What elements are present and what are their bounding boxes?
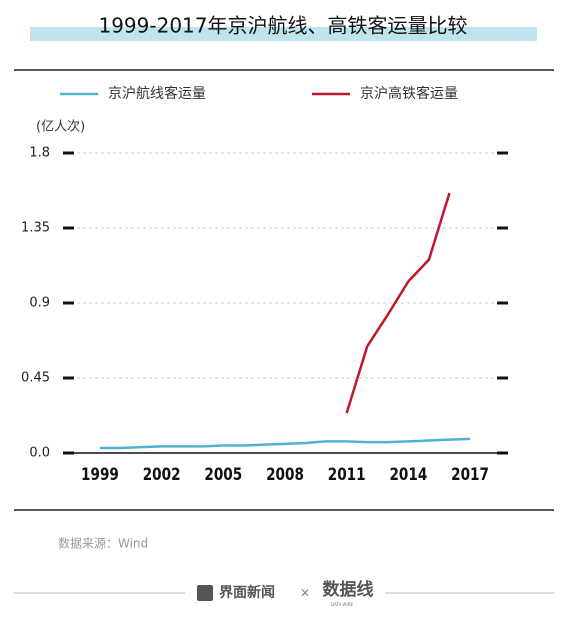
x-tick-label: 2014 [389,465,427,485]
title-band [30,27,537,41]
x-tick-label: 2008 [266,465,304,485]
series-line [99,437,471,450]
x-tick-label: 2002 [143,465,181,485]
legend-label: 京沪高铁客运量 [360,85,458,102]
x-tick-label: 2005 [204,465,242,485]
chart-title: 1999-2017年京沪航线、高铁客运量比较 [98,14,467,38]
series-line [345,192,451,414]
legend-label: 京沪航线客运量 [108,85,206,102]
y-axis-label: (亿人次) [36,119,85,135]
y-tick-label: 0.45 [21,371,50,386]
brand-icon [197,585,213,601]
x-tick-label: 2017 [451,465,489,485]
y-tick-label: 1.8 [29,146,50,161]
source: 数据来源：Wind [58,536,148,551]
y-tick-label: 0.9 [29,296,50,311]
logo-sub: DATA WIRE [331,602,353,607]
separator: × [300,586,310,600]
y-tick-label: 1.35 [21,221,50,236]
x-tick-label: 1999 [81,465,119,485]
logo: 数据线 [323,579,374,600]
x-tick-label: 2011 [328,465,366,485]
brand: 界面新闻 [219,584,275,601]
y-tick-label: 0.0 [29,446,50,461]
